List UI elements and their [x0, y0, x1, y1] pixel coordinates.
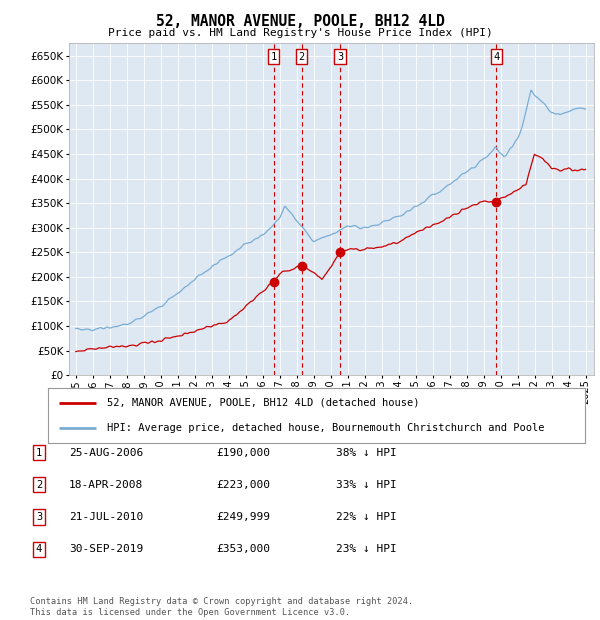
Text: 4: 4: [36, 544, 42, 554]
Text: Contains HM Land Registry data © Crown copyright and database right 2024.
This d: Contains HM Land Registry data © Crown c…: [30, 598, 413, 617]
Text: 1: 1: [271, 51, 277, 61]
Text: 4: 4: [493, 51, 499, 61]
Text: 25-AUG-2006: 25-AUG-2006: [69, 448, 143, 458]
Text: 21-JUL-2010: 21-JUL-2010: [69, 512, 143, 522]
Text: 52, MANOR AVENUE, POOLE, BH12 4LD (detached house): 52, MANOR AVENUE, POOLE, BH12 4LD (detac…: [107, 397, 419, 407]
Text: 38% ↓ HPI: 38% ↓ HPI: [336, 448, 397, 458]
Text: 23% ↓ HPI: 23% ↓ HPI: [336, 544, 397, 554]
Text: £353,000: £353,000: [216, 544, 270, 554]
Text: 3: 3: [36, 512, 42, 522]
Text: £223,000: £223,000: [216, 480, 270, 490]
Text: 30-SEP-2019: 30-SEP-2019: [69, 544, 143, 554]
Text: 2: 2: [36, 480, 42, 490]
Text: Price paid vs. HM Land Registry's House Price Index (HPI): Price paid vs. HM Land Registry's House …: [107, 28, 493, 38]
Text: 52, MANOR AVENUE, POOLE, BH12 4LD: 52, MANOR AVENUE, POOLE, BH12 4LD: [155, 14, 445, 29]
Text: 1: 1: [36, 448, 42, 458]
Text: 3: 3: [337, 51, 343, 61]
Text: 22% ↓ HPI: 22% ↓ HPI: [336, 512, 397, 522]
Text: 2: 2: [298, 51, 305, 61]
Text: 18-APR-2008: 18-APR-2008: [69, 480, 143, 490]
Text: HPI: Average price, detached house, Bournemouth Christchurch and Poole: HPI: Average price, detached house, Bour…: [107, 423, 545, 433]
Text: £249,999: £249,999: [216, 512, 270, 522]
Text: £190,000: £190,000: [216, 448, 270, 458]
Text: 33% ↓ HPI: 33% ↓ HPI: [336, 480, 397, 490]
